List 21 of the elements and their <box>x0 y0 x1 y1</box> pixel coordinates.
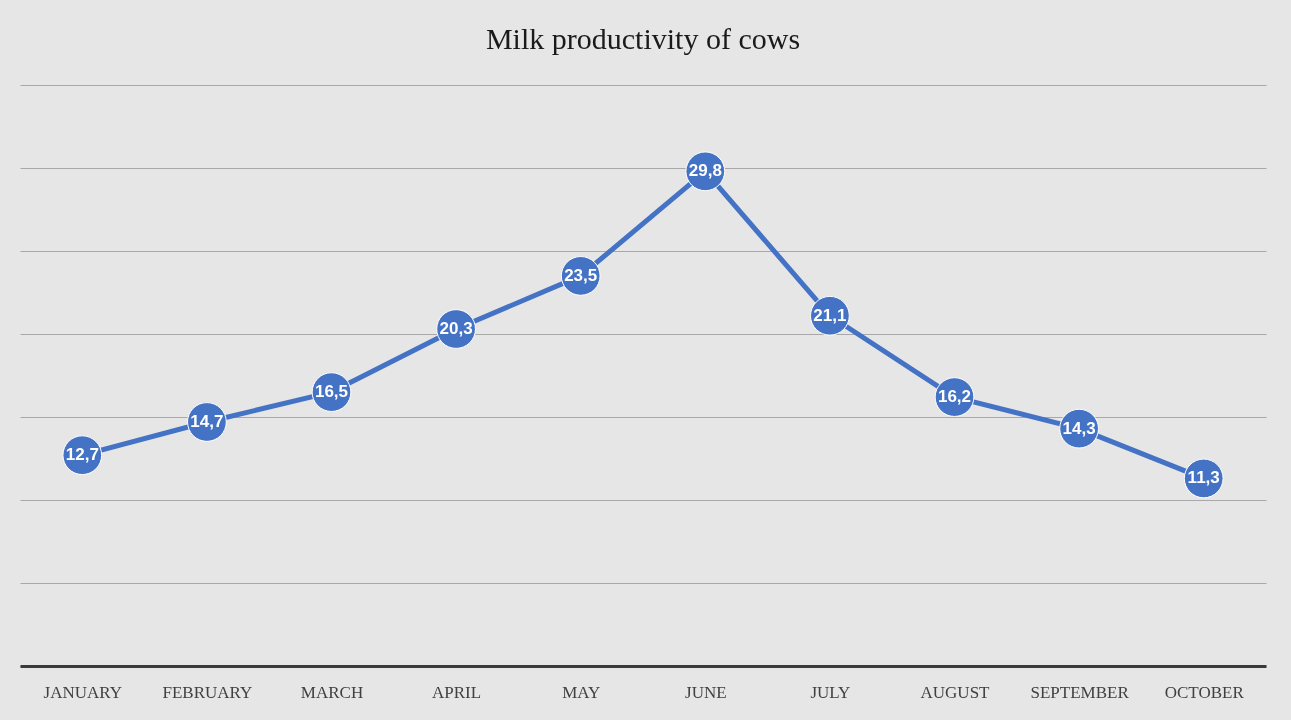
data-label: 11,3 <box>1187 468 1220 488</box>
x-tick-label: JULY <box>810 682 851 702</box>
x-tick-label: OCTOBER <box>1164 682 1245 702</box>
data-label: 12,7 <box>65 445 99 465</box>
data-label: 29,8 <box>688 161 722 181</box>
data-label: 14,3 <box>1062 418 1096 438</box>
data-label: 21,1 <box>813 305 847 325</box>
data-label: 23,5 <box>564 265 598 285</box>
x-tick-label: SEPTEMBER <box>1030 682 1130 702</box>
data-label: 16,5 <box>314 382 349 402</box>
x-tick-label: JANUARY <box>43 682 122 702</box>
x-tick-label: APRIL <box>432 682 482 702</box>
x-tick-label: FEBRUARY <box>162 682 253 702</box>
chart-title: Milk productivity of cows <box>485 22 801 55</box>
x-tick-label: MAY <box>562 682 601 702</box>
x-tick-label: MARCH <box>300 682 364 702</box>
x-tick-label: JUNE <box>685 682 727 702</box>
x-tick-label: AUGUST <box>920 682 991 702</box>
data-label: 14,7 <box>190 411 224 431</box>
data-label: 20,3 <box>439 319 473 339</box>
data-label: 16,2 <box>937 387 972 407</box>
